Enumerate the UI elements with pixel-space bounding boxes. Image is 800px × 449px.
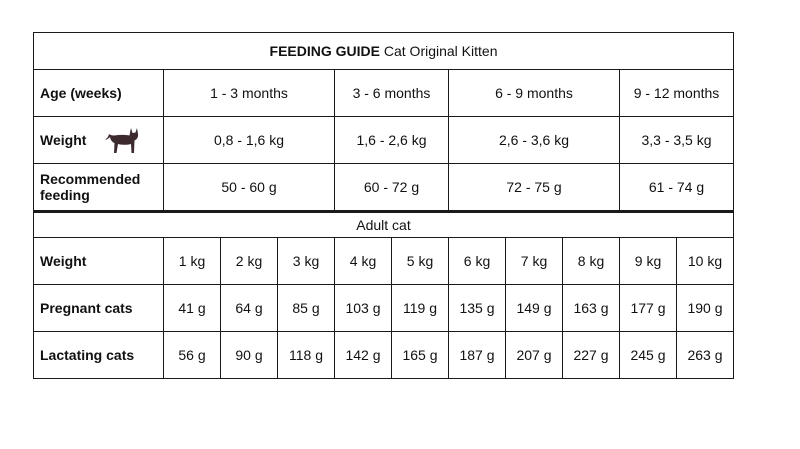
lactating-cell: 187 g [448,331,506,379]
lactating-cell: 263 g [676,331,734,379]
pregnant-cats-label: Pregnant cats [33,284,164,332]
lactating-cell: 207 g [505,331,563,379]
adult-weight-cell: 6 kg [448,237,506,285]
pregnant-cell: 190 g [676,284,734,332]
adult-cat-heading: Adult cat [33,210,734,238]
recommended-feeding-label: Recommended feeding [33,163,164,212]
lactating-cell: 142 g [334,331,392,379]
kitten-weight-cell: 2,6 - 3,6 kg [448,116,620,164]
pregnant-cell: 41 g [163,284,221,332]
lactating-cell: 245 g [619,331,677,379]
age-cell: 1 - 3 months [163,69,335,117]
feeding-cell: 50 - 60 g [163,163,335,212]
adult-weight-cell: 8 kg [562,237,620,285]
lactating-cell: 56 g [163,331,221,379]
kitten-weight-cell: 0,8 - 1,6 kg [163,116,335,164]
pregnant-cell: 119 g [391,284,449,332]
age-cell: 9 - 12 months [619,69,734,117]
adult-weight-label: Weight [33,237,164,285]
title-bold: FEEDING GUIDE [269,43,380,59]
adult-weight-cell: 5 kg [391,237,449,285]
lactating-cell: 90 g [220,331,278,379]
adult-weight-cell: 1 kg [163,237,221,285]
title-rest: Cat Original Kitten [383,43,498,59]
adult-weight-cell: 2 kg [220,237,278,285]
kitten-weight-label: Weight [40,132,87,148]
kitten-weight-cell: 1,6 - 2,6 kg [334,116,449,164]
table-title: FEEDING GUIDE Cat Original Kitten [33,32,734,70]
pregnant-cell: 103 g [334,284,392,332]
adult-weight-cell: 9 kg [619,237,677,285]
lactating-cell: 165 g [391,331,449,379]
pregnant-cell: 64 g [220,284,278,332]
adult-weight-cell: 7 kg [505,237,563,285]
feeding-cell: 60 - 72 g [334,163,449,212]
adult-weight-cell: 10 kg [676,237,734,285]
age-label: Age (weeks) [33,69,164,117]
cat-silhouette-icon [105,128,139,153]
pregnant-cell: 149 g [505,284,563,332]
feeding-cell: 72 - 75 g [448,163,620,212]
age-cell: 3 - 6 months [334,69,449,117]
lactating-cats-label: Lactating cats [33,331,164,379]
lactating-cell: 227 g [562,331,620,379]
age-cell: 6 - 9 months [448,69,620,117]
pregnant-cell: 177 g [619,284,677,332]
pregnant-cell: 85 g [277,284,335,332]
feeding-cell: 61 - 74 g [619,163,734,212]
adult-weight-cell: 4 kg [334,237,392,285]
kitten-weight-label-cell: Weight [33,116,164,164]
kitten-weight-cell: 3,3 - 3,5 kg [619,116,734,164]
lactating-cell: 118 g [277,331,335,379]
pregnant-cell: 163 g [562,284,620,332]
adult-weight-cell: 3 kg [277,237,335,285]
pregnant-cell: 135 g [448,284,506,332]
feeding-guide-table: FEEDING GUIDE Cat Original Kitten Age (w… [33,32,734,379]
